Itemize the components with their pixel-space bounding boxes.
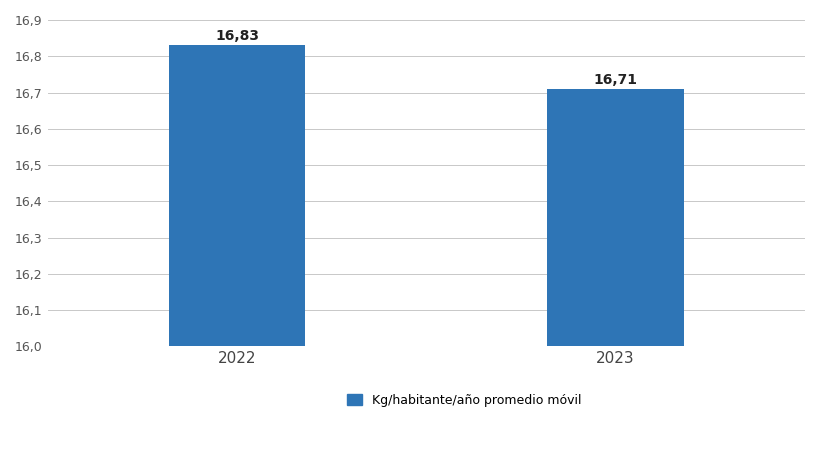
Legend: Kg/habitante/año promedio móvil: Kg/habitante/año promedio móvil [342, 389, 586, 412]
Bar [169, 45, 305, 347]
Text: 16,71: 16,71 [593, 73, 637, 87]
Bar [547, 89, 683, 347]
Text: 16,83: 16,83 [215, 29, 259, 43]
